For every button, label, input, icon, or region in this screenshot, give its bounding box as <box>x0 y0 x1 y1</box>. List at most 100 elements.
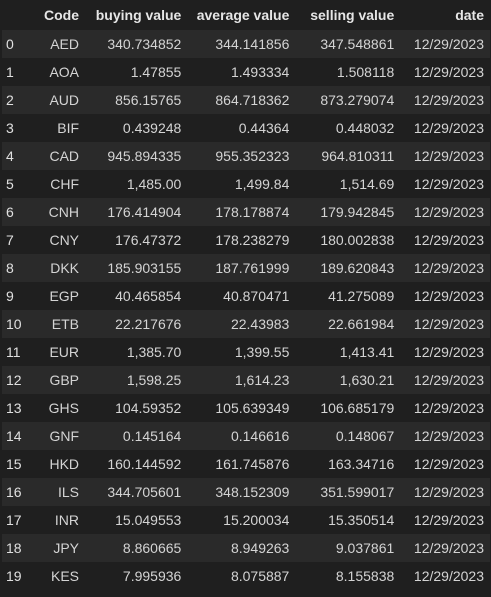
cell-buying-value: 0.145164 <box>122 428 182 444</box>
row-index: 0 <box>6 36 14 52</box>
cell-code: ETB <box>51 316 80 332</box>
cell-average-value: 187.761999 <box>215 260 290 276</box>
row-index: 16 <box>6 484 22 500</box>
cell-average-value: 864.718362 <box>215 92 290 108</box>
cell-buying-value: 15.049553 <box>115 512 182 528</box>
cell-selling-value: 351.599017 <box>320 484 395 500</box>
cell-average-value: 178.238279 <box>215 232 290 248</box>
cell-selling-value: 15.350514 <box>328 512 395 528</box>
cell-selling-value: 0.448032 <box>335 120 395 136</box>
cell-code: AED <box>50 36 80 52</box>
cell-buying-value: 8.860665 <box>122 540 182 556</box>
cell-selling-value: 180.002838 <box>320 232 395 248</box>
cell-date: 12/29/2023 <box>413 400 484 416</box>
cell-date: 12/29/2023 <box>413 540 484 556</box>
cell-date: 12/29/2023 <box>413 92 484 108</box>
row-index: 6 <box>6 204 14 220</box>
cell-date: 12/29/2023 <box>413 316 484 332</box>
row-index: 4 <box>6 148 14 164</box>
cell-buying-value: 176.47372 <box>115 232 182 248</box>
cell-buying-value: 856.15765 <box>115 92 182 108</box>
cell-code: HKD <box>49 456 80 472</box>
cell-selling-value: 873.279074 <box>320 92 395 108</box>
cell-average-value: 955.352323 <box>215 148 290 164</box>
cell-selling-value: 179.942845 <box>320 204 395 220</box>
row-index: 2 <box>6 92 14 108</box>
cell-selling-value: 189.620843 <box>320 260 395 276</box>
row-index: 3 <box>6 120 14 136</box>
table-row: 3 BIF 0.439248 0.44364 0.448032 12/29/2023 <box>2 114 490 142</box>
cell-buying-value: 40.465854 <box>115 288 182 304</box>
row-index: 13 <box>6 400 22 416</box>
table-row: 19 KES 7.995936 8.075887 8.155838 12/29/2023 <box>2 562 490 590</box>
row-index: 1 <box>6 64 14 80</box>
table-row: 8 DKK 185.903155 187.761999 189.620843 12/29/… <box>2 254 490 282</box>
row-index: 10 <box>6 316 22 332</box>
table-row: 0 AED 340.734852 344.141856 347.548861 12/29/… <box>2 30 490 58</box>
row-index: 14 <box>6 428 22 444</box>
cell-buying-value: 344.705601 <box>107 484 182 500</box>
column-header-code: Code <box>44 7 80 23</box>
cell-average-value: 344.141856 <box>215 36 290 52</box>
cell-buying-value: 160.144592 <box>107 456 182 472</box>
cell-code: DKK <box>50 260 80 276</box>
cell-date: 12/29/2023 <box>413 484 484 500</box>
cell-date: 12/29/2023 <box>413 36 484 52</box>
cell-buying-value: 22.217676 <box>115 316 182 332</box>
cell-date: 12/29/2023 <box>413 568 484 584</box>
table-row: 14 GNF 0.145164 0.146616 0.148067 12/29/2023 <box>2 422 490 450</box>
cell-buying-value: 185.903155 <box>107 260 182 276</box>
cell-date: 12/29/2023 <box>413 260 484 276</box>
cell-buying-value: 1,485.00 <box>126 176 182 192</box>
table-row: 7 CNY 176.47372 178.238279 180.002838 12/29/2… <box>2 226 490 254</box>
cell-average-value: 8.075887 <box>230 568 290 584</box>
cell-date: 12/29/2023 <box>413 372 484 388</box>
cell-average-value: 1,614.23 <box>234 372 290 388</box>
row-index: 17 <box>6 512 22 528</box>
cell-selling-value: 1,514.69 <box>339 176 395 192</box>
cell-selling-value: 1,630.21 <box>339 372 395 388</box>
cell-date: 12/29/2023 <box>413 204 484 220</box>
cell-code: BIF <box>57 120 80 136</box>
cell-date: 12/29/2023 <box>413 512 484 528</box>
cell-average-value: 0.44364 <box>238 120 290 136</box>
cell-buying-value: 340.734852 <box>107 36 182 52</box>
table-row: 1 AOA 1.47855 1.493334 1.508118 12/29/2023 <box>2 58 490 86</box>
cell-selling-value: 347.548861 <box>320 36 395 52</box>
cell-code: GNF <box>49 428 80 444</box>
cell-date: 12/29/2023 <box>413 64 484 80</box>
cell-average-value: 0.146616 <box>230 428 290 444</box>
cell-code: GBP <box>49 372 80 388</box>
cell-code: AOA <box>49 64 80 80</box>
cell-selling-value: 8.155838 <box>335 568 395 584</box>
row-index: 5 <box>6 176 14 192</box>
cell-code: INR <box>54 512 80 528</box>
row-index: 11 <box>6 344 21 360</box>
table-row: 13 GHS 104.59352 105.639349 106.685179 12/29/… <box>2 394 490 422</box>
row-index: 7 <box>6 232 14 248</box>
cell-date: 12/29/2023 <box>413 288 484 304</box>
cell-date: 12/29/2023 <box>413 232 484 248</box>
cell-code: CNY <box>49 232 80 248</box>
column-header-selling-value: selling value <box>310 7 395 23</box>
cell-selling-value: 1,413.41 <box>339 344 395 360</box>
cell-average-value: 1,499.84 <box>234 176 290 192</box>
cell-average-value: 15.200034 <box>223 512 290 528</box>
cell-code: EGP <box>49 288 80 304</box>
cell-buying-value: 1,385.70 <box>126 344 182 360</box>
table-row: 9 EGP 40.465854 40.870471 41.275089 12/29/202… <box>2 282 490 310</box>
table-row: 6 CNH 176.414904 178.178874 179.942845 12/29/… <box>2 198 490 226</box>
cell-average-value: 8.949263 <box>230 540 290 556</box>
row-index: 18 <box>6 540 22 556</box>
cell-buying-value: 1,598.25 <box>126 372 182 388</box>
table-row: 2 AUD 856.15765 864.718362 873.279074 12/29/2… <box>2 86 490 114</box>
index-column-header <box>2 0 32 30</box>
cell-selling-value: 9.037861 <box>335 540 395 556</box>
table-header: Code buying value average value selling … <box>2 0 490 30</box>
cell-average-value: 348.152309 <box>215 484 290 500</box>
cell-average-value: 161.745876 <box>215 456 290 472</box>
cell-average-value: 1.493334 <box>230 64 290 80</box>
row-index: 12 <box>6 372 22 388</box>
cell-buying-value: 7.995936 <box>122 568 182 584</box>
cell-code: ILS <box>58 484 80 500</box>
